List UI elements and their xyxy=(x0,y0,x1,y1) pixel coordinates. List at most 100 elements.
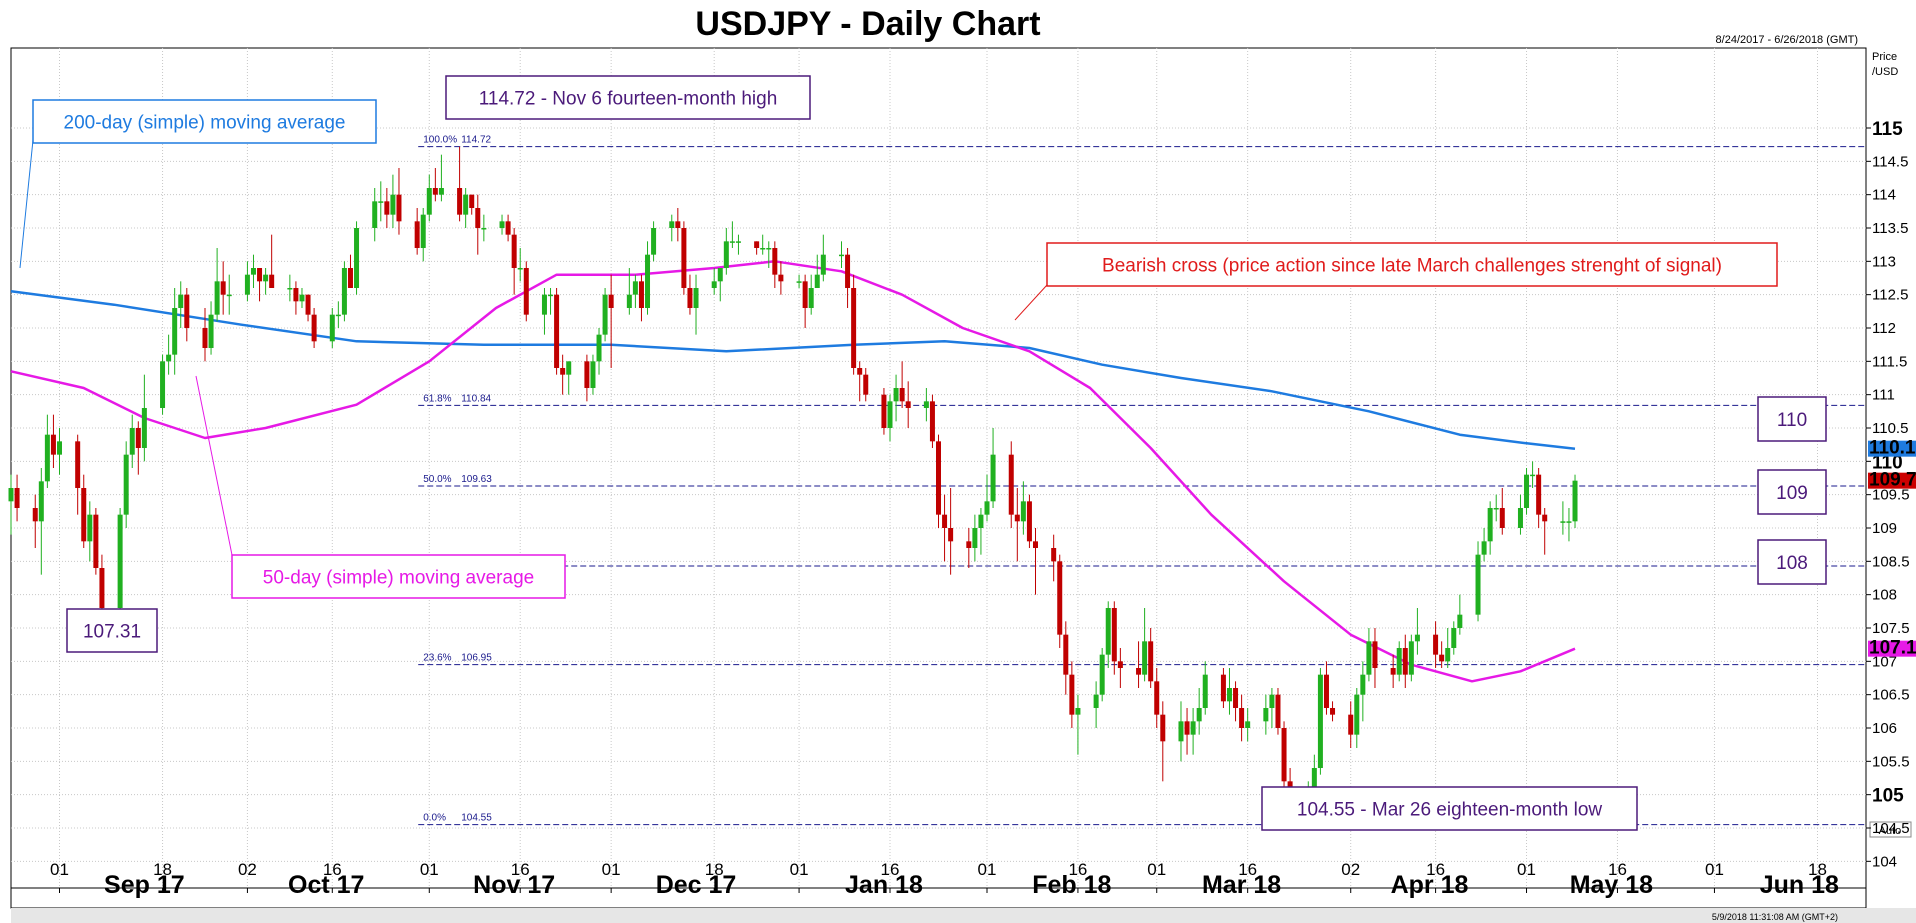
y-tick-label: 113.5 xyxy=(1872,220,1908,237)
candle xyxy=(517,248,523,282)
fib-pct-label: 50.0% xyxy=(423,474,451,485)
candle xyxy=(244,261,250,302)
candle xyxy=(887,394,893,442)
candle-body xyxy=(1142,641,1148,675)
x-day-label: 01 xyxy=(978,860,997,879)
x-month-label: Apr 18 xyxy=(1391,871,1469,899)
candle xyxy=(638,274,644,322)
candle xyxy=(1560,501,1566,535)
x-day-label: 01 xyxy=(1517,860,1536,879)
candle-body xyxy=(893,388,899,402)
candle-body xyxy=(1275,694,1281,728)
x-month-label: Jan 18 xyxy=(845,871,923,899)
candle xyxy=(1445,628,1451,668)
candle-body xyxy=(1481,541,1487,555)
x-day-label: 16 xyxy=(1068,860,1087,879)
price-badge-label: 109.71 xyxy=(1869,470,1916,491)
candle-body xyxy=(141,408,147,448)
candle xyxy=(1530,461,1536,488)
candle xyxy=(1057,554,1063,648)
candle xyxy=(1524,468,1530,515)
candle xyxy=(93,508,99,575)
candle xyxy=(978,508,984,555)
candle-body xyxy=(178,294,184,308)
candle-body xyxy=(50,434,56,455)
candle xyxy=(214,248,220,322)
candle-body xyxy=(1269,694,1275,708)
candle xyxy=(1014,488,1020,562)
candle-body xyxy=(1360,674,1366,695)
candle-body xyxy=(341,268,347,315)
candle xyxy=(1433,621,1439,668)
candle-body xyxy=(1475,554,1481,615)
candle-body xyxy=(1536,474,1542,515)
candle-body xyxy=(414,221,420,248)
candle xyxy=(475,194,481,255)
y-tick-label: 106 xyxy=(1872,720,1897,737)
candle-body xyxy=(335,314,341,317)
candle-body xyxy=(1105,608,1111,655)
candle-body xyxy=(1136,668,1142,675)
candle xyxy=(936,434,941,528)
candle xyxy=(1487,501,1493,555)
candle-body xyxy=(1408,641,1414,675)
candle-body xyxy=(1445,648,1451,662)
candle xyxy=(1354,688,1360,748)
candle-body xyxy=(1075,708,1081,715)
candle xyxy=(1366,628,1372,682)
x-day-label: 16 xyxy=(1608,860,1627,879)
candle xyxy=(1020,481,1026,535)
candle xyxy=(1220,668,1226,708)
y-tick-label: 106.5 xyxy=(1872,687,1910,704)
candle xyxy=(1269,688,1275,728)
candle-body xyxy=(1239,708,1245,728)
candle xyxy=(1275,688,1281,735)
candle xyxy=(857,361,863,402)
candle-body xyxy=(984,501,990,515)
fib-value-label: 110.84 xyxy=(461,393,491,404)
candle-body xyxy=(287,288,293,290)
candle-body xyxy=(135,428,141,448)
x-day-label: 16 xyxy=(323,860,342,879)
y-tick-label: 112.5 xyxy=(1872,287,1908,304)
annotation-level-109-box xyxy=(1757,469,1827,515)
candle xyxy=(426,174,432,222)
candle xyxy=(948,488,954,575)
y-tick-label: 110 xyxy=(1872,452,1903,473)
candle xyxy=(1154,668,1160,728)
annotation-ma200-box xyxy=(32,99,377,144)
candle xyxy=(772,241,778,288)
candle xyxy=(566,361,572,395)
y-tick-label: 108 xyxy=(1872,587,1897,604)
candle xyxy=(693,274,699,335)
candle xyxy=(335,301,341,328)
candle-body xyxy=(881,394,887,428)
x-month-label: Feb 18 xyxy=(1032,871,1111,899)
y-tick-label: 109 xyxy=(1872,520,1897,537)
candle-body xyxy=(1032,541,1038,548)
price-badge xyxy=(1868,640,1916,657)
candle-body xyxy=(1457,614,1463,628)
candle xyxy=(1330,701,1336,722)
y-tick-label: 107.5 xyxy=(1872,620,1910,637)
candle-body xyxy=(948,528,954,542)
candle-body xyxy=(899,388,905,402)
auto-scale-button[interactable] xyxy=(1869,821,1912,838)
candle-body xyxy=(978,514,984,528)
candle xyxy=(863,368,869,402)
candle-body xyxy=(220,281,226,295)
candle xyxy=(505,214,511,242)
candle xyxy=(123,441,129,528)
candle xyxy=(1517,494,1523,535)
candle xyxy=(554,288,560,375)
fib-value-label: 106.95 xyxy=(461,653,492,664)
candle xyxy=(1457,594,1463,635)
candle-body xyxy=(772,248,778,275)
candle-body xyxy=(396,194,402,222)
candle xyxy=(178,281,184,328)
annotation-ma200-text: 200-day (simple) moving average xyxy=(64,113,346,134)
candle-body xyxy=(184,294,190,328)
candle-body xyxy=(1093,694,1099,708)
candle xyxy=(972,514,978,562)
